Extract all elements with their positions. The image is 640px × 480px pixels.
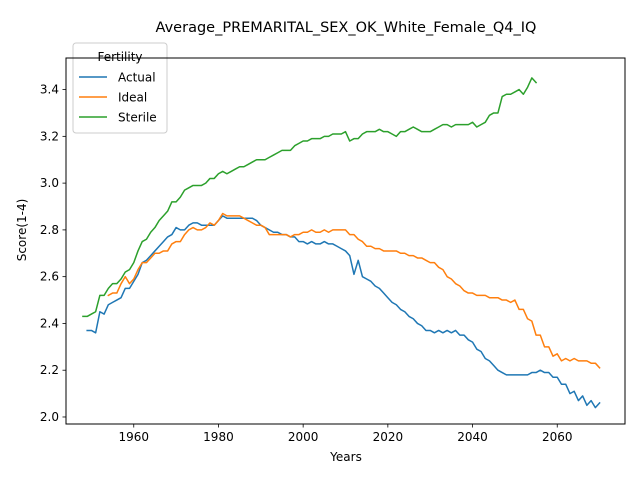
series-line-ideal	[107, 212, 601, 369]
x-axis-label: Years	[329, 450, 362, 464]
y-tick-label: 2.0	[40, 410, 59, 424]
y-tick-label: 3.4	[40, 83, 59, 97]
y-tick-label: 3.2	[40, 129, 59, 143]
y-axis: 2.0 2.2 2.4 2.6 2.8 3.0 3.2 3.4	[40, 83, 66, 424]
plot-area	[82, 77, 601, 409]
x-tick-label: 2020	[373, 430, 404, 444]
x-tick-label: 1960	[118, 430, 149, 444]
y-tick-label: 2.2	[40, 363, 59, 377]
series-line-sterile	[82, 77, 538, 318]
x-tick-label: 1980	[203, 430, 234, 444]
x-tick-label: 2000	[288, 430, 319, 444]
x-tick-label: 2040	[457, 430, 488, 444]
y-tick-label: 2.8	[40, 223, 59, 237]
y-tick-label: 3.0	[40, 176, 59, 190]
y-axis-label: Score(1-4)	[15, 199, 29, 262]
legend-label-sterile: Sterile	[118, 111, 157, 125]
x-tick-label: 2060	[542, 430, 573, 444]
legend: Fertility Actual Ideal Sterile	[72, 42, 168, 134]
legend-title: Fertility	[97, 50, 142, 64]
legend-label-ideal: Ideal	[118, 91, 147, 105]
x-axis: 1960 1980 2000 2020 2040 2060	[118, 424, 573, 444]
legend-frame	[72, 42, 168, 134]
y-tick-label: 2.6	[40, 270, 59, 284]
chart-title: Average_PREMARITAL_SEX_OK_White_Female_Q…	[156, 20, 537, 36]
plot-frame	[65, 57, 626, 425]
series-line-actual	[86, 215, 601, 409]
legend-label-actual: Actual	[118, 71, 156, 85]
y-tick-label: 2.4	[40, 316, 59, 330]
